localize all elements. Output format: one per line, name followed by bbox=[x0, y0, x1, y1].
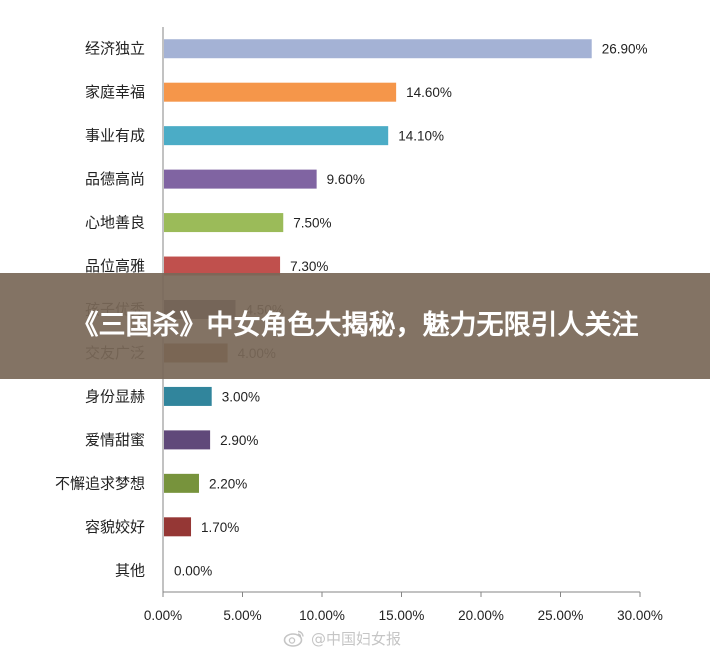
article-title: 《三国杀》中女角色大揭秘，魅力无限引人关注 bbox=[71, 310, 639, 341]
category-label: 心地善良 bbox=[85, 214, 145, 232]
bar-11 bbox=[164, 473, 199, 493]
x-tick-label: 20.00% bbox=[458, 608, 504, 623]
x-tick-label: 0.00% bbox=[144, 608, 182, 623]
bar-12 bbox=[164, 517, 192, 537]
value-label: 2.90% bbox=[220, 433, 258, 448]
title-banner: 《三国杀》中女角色大揭秘，魅力无限引人关注 bbox=[0, 273, 710, 379]
x-tick-label: 30.00% bbox=[617, 608, 663, 623]
value-label: 9.60% bbox=[327, 172, 365, 187]
category-label: 经济独立 bbox=[85, 40, 145, 58]
bar-9 bbox=[164, 386, 212, 406]
value-label: 7.50% bbox=[293, 216, 331, 231]
value-label: 3.00% bbox=[222, 389, 260, 404]
category-label: 事业有成 bbox=[85, 127, 145, 145]
value-label: 0.00% bbox=[174, 563, 212, 578]
category-labels: 经济独立家庭幸福事业有成品德高尚心地善良品位高雅孩子优秀交友广泛身份显赫爱情甜蜜… bbox=[55, 40, 145, 580]
bar-10 bbox=[164, 430, 211, 450]
x-axis-ticks: 0.00% 5.00% 10.00% 15.00% 20.00% 25.00% 30.00% bbox=[144, 592, 663, 623]
bar-6 bbox=[164, 256, 281, 276]
category-label: 爱情甜蜜 bbox=[85, 431, 145, 449]
category-label: 家庭幸福 bbox=[85, 83, 145, 101]
x-tick-label: 5.00% bbox=[223, 608, 261, 623]
value-label: 1.70% bbox=[201, 520, 239, 535]
bar-3 bbox=[164, 126, 389, 146]
value-label: 14.60% bbox=[406, 85, 452, 100]
value-label: 14.10% bbox=[398, 129, 444, 144]
watermark-text: @中国妇女报 bbox=[311, 629, 402, 648]
bar-1 bbox=[164, 39, 592, 59]
value-label: 2.20% bbox=[209, 476, 247, 491]
value-label: 7.30% bbox=[290, 259, 328, 274]
bar-4 bbox=[164, 169, 317, 189]
bar-2 bbox=[164, 82, 397, 102]
category-label: 品德高尚 bbox=[85, 170, 145, 188]
category-label: 其他 bbox=[115, 561, 145, 579]
category-label: 身份显赫 bbox=[85, 387, 145, 405]
watermark: @中国妇女报 bbox=[283, 626, 401, 650]
x-tick-label: 10.00% bbox=[299, 608, 345, 623]
weibo-icon bbox=[283, 630, 304, 647]
x-tick-label: 25.00% bbox=[538, 608, 584, 623]
x-tick-label: 15.00% bbox=[379, 608, 425, 623]
category-label: 不懈追求梦想 bbox=[55, 474, 145, 492]
category-label: 容貌姣好 bbox=[85, 518, 145, 536]
category-label: 品位高雅 bbox=[85, 257, 145, 275]
value-label: 26.90% bbox=[602, 42, 648, 57]
bar-5 bbox=[164, 213, 284, 233]
